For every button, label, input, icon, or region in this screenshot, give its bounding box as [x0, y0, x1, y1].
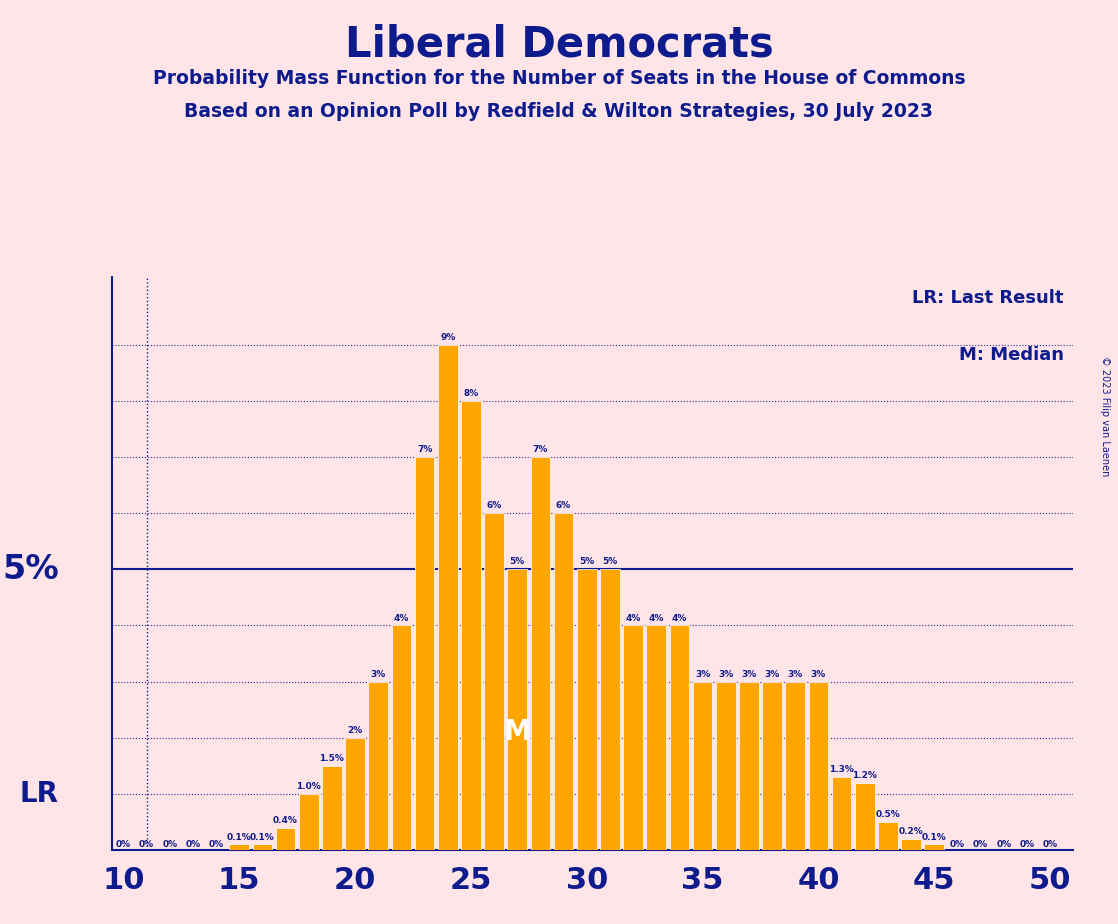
Text: 1.5%: 1.5% — [320, 754, 344, 763]
Text: M: Median: M: Median — [958, 346, 1063, 364]
Bar — [276, 828, 295, 850]
Text: 0%: 0% — [950, 840, 965, 849]
Text: 0%: 0% — [186, 840, 200, 849]
Bar — [670, 626, 690, 850]
Bar — [855, 783, 874, 850]
Text: 4%: 4% — [394, 614, 409, 623]
Text: 0.5%: 0.5% — [875, 810, 900, 820]
Bar — [739, 682, 759, 850]
Bar — [508, 569, 527, 850]
Bar — [553, 513, 574, 850]
Bar — [646, 626, 666, 850]
Text: 7%: 7% — [532, 445, 548, 454]
Text: 6%: 6% — [556, 502, 571, 510]
Text: 0%: 0% — [996, 840, 1012, 849]
Text: 5%: 5% — [510, 557, 524, 566]
Bar — [786, 682, 805, 850]
Bar — [901, 839, 921, 850]
Bar — [484, 513, 504, 850]
Text: 0.1%: 0.1% — [922, 833, 947, 842]
Bar — [229, 845, 249, 850]
Text: 0.4%: 0.4% — [273, 816, 299, 825]
Text: 3%: 3% — [811, 670, 826, 679]
Bar — [299, 794, 319, 850]
Text: 1.0%: 1.0% — [296, 782, 321, 791]
Bar — [832, 777, 852, 850]
Bar — [322, 766, 342, 850]
Text: 5%: 5% — [579, 557, 595, 566]
Text: 3%: 3% — [741, 670, 757, 679]
Text: 0%: 0% — [139, 840, 154, 849]
Bar — [693, 682, 712, 850]
Text: 1.2%: 1.2% — [852, 771, 878, 780]
Text: © 2023 Filip van Laenen: © 2023 Filip van Laenen — [1100, 356, 1109, 476]
Text: 3%: 3% — [695, 670, 710, 679]
Text: 9%: 9% — [440, 333, 455, 342]
Text: 3%: 3% — [370, 670, 386, 679]
Text: 0%: 0% — [973, 840, 988, 849]
Text: Based on an Opinion Poll by Redfield & Wilton Strategies, 30 July 2023: Based on an Opinion Poll by Redfield & W… — [184, 102, 934, 121]
Text: Probability Mass Function for the Number of Seats in the House of Commons: Probability Mass Function for the Number… — [153, 69, 965, 89]
Bar — [345, 737, 364, 850]
Text: 7%: 7% — [417, 445, 433, 454]
Bar — [577, 569, 597, 850]
Text: 6%: 6% — [486, 502, 502, 510]
Text: 3%: 3% — [718, 670, 733, 679]
Bar — [762, 682, 781, 850]
Bar — [461, 401, 481, 850]
Text: 0%: 0% — [1043, 840, 1058, 849]
Bar — [369, 682, 388, 850]
Text: 5%: 5% — [2, 553, 59, 586]
Bar — [623, 626, 643, 850]
Text: 4%: 4% — [625, 614, 641, 623]
Text: LR: Last Result: LR: Last Result — [912, 288, 1063, 307]
Text: 3%: 3% — [788, 670, 803, 679]
Text: 4%: 4% — [672, 614, 688, 623]
Bar — [925, 845, 944, 850]
Text: 1.3%: 1.3% — [830, 765, 854, 774]
Text: 0.2%: 0.2% — [899, 827, 923, 836]
Text: 0.1%: 0.1% — [250, 833, 275, 842]
Bar — [600, 569, 619, 850]
Text: 0%: 0% — [1020, 840, 1034, 849]
Text: 0%: 0% — [162, 840, 178, 849]
Text: 0%: 0% — [116, 840, 131, 849]
Bar — [716, 682, 736, 850]
Text: 5%: 5% — [603, 557, 617, 566]
Text: 3%: 3% — [765, 670, 779, 679]
Text: M: M — [503, 718, 531, 747]
Bar — [878, 822, 898, 850]
Text: 0.1%: 0.1% — [227, 833, 252, 842]
Bar — [438, 345, 457, 850]
Text: LR: LR — [20, 780, 59, 808]
Text: 8%: 8% — [463, 389, 479, 398]
Bar — [531, 457, 550, 850]
Bar — [415, 457, 435, 850]
Bar — [808, 682, 828, 850]
Text: 4%: 4% — [648, 614, 664, 623]
Text: 0%: 0% — [208, 840, 224, 849]
Bar — [391, 626, 411, 850]
Text: Liberal Democrats: Liberal Democrats — [344, 23, 774, 65]
Text: 2%: 2% — [348, 726, 362, 735]
Bar — [253, 845, 273, 850]
